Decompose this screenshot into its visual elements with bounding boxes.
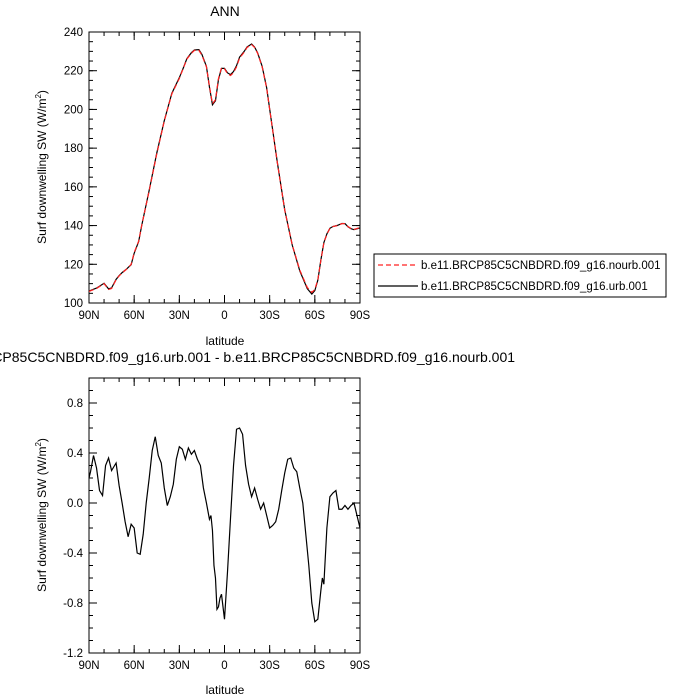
legend: b.e11.BRCP85C5CNBDRD.f09_g16.nourb.001 b…: [373, 253, 667, 298]
bottom-y-tick-labels: -1.2 -0.8 -0.4 0.0 0.4 0.8: [63, 398, 83, 660]
x-tick-label: 60S: [305, 310, 326, 322]
top-series-nourb-line: [88, 43, 361, 294]
top-panel: ANN 100 120 140 160 180 200 220 240 90N 60N 30N 0 3…: [34, 3, 667, 348]
bottom-axis-ticks: [88, 377, 361, 654]
bottom-x-tick-labels: 90N 60N 30N 0 30S 60S 90S: [78, 660, 370, 672]
top-series-urb-line: [88, 43, 361, 296]
x-tick-label: 30S: [259, 310, 280, 322]
y-tick-label: 0.8: [67, 398, 83, 410]
top-plot-frame: [88, 31, 361, 304]
x-tick-label: 60S: [305, 660, 326, 672]
x-tick-label: 90S: [350, 310, 371, 322]
top-x-tick-labels: 90N 60N 30N 0 30S 60S 90S: [78, 310, 370, 322]
legend-label-urb: b.e11.BRCP85C5CNBDRD.f09_g16.urb.001: [421, 281, 648, 293]
legend-box: [373, 253, 667, 298]
y-tick-label: -0.8: [63, 598, 83, 610]
top-axis-ticks: [88, 31, 361, 304]
x-tick-label: 60N: [124, 660, 145, 672]
bottom-chart-title: b.e11.BRCP85C5CNBDRD.f09_g16.urb.001 - b…: [0, 349, 515, 365]
y-tick-label: -0.4: [63, 548, 83, 560]
y-tick-label: 0.0: [67, 498, 83, 510]
y-tick-label: 0.4: [67, 448, 84, 460]
bottom-y-axis-label: Surf downwelling SW (W/m2): [34, 438, 49, 592]
x-tick-label: 0: [221, 310, 227, 322]
x-tick-label: 90N: [78, 310, 99, 322]
x-tick-label: 30N: [169, 310, 190, 322]
y-tick-label: 180: [64, 143, 83, 155]
x-tick-label: 0: [221, 660, 227, 672]
bottom-difference-line: [88, 427, 361, 623]
bottom-panel: b.e11.BRCP85C5CNBDRD.f09_g16.urb.001 - b…: [0, 349, 515, 697]
y-tick-label: -1.2: [63, 648, 83, 660]
top-chart-title: ANN: [210, 3, 240, 19]
x-tick-label: 30N: [169, 660, 190, 672]
top-y-axis-label: Surf downwelling SW (W/m2): [34, 90, 49, 244]
y-tick-label: 240: [64, 27, 83, 39]
x-tick-label: 60N: [124, 310, 145, 322]
top-x-axis-label: latitude: [206, 334, 245, 348]
bottom-x-axis-label: latitude: [206, 683, 245, 697]
y-tick-label: 160: [64, 182, 83, 194]
y-tick-label: 100: [64, 298, 83, 310]
x-tick-label: 30S: [259, 660, 280, 672]
y-tick-label: 220: [64, 66, 83, 78]
y-tick-label: 120: [64, 259, 83, 271]
x-tick-label: 90S: [350, 660, 371, 672]
y-tick-label: 140: [64, 221, 83, 233]
y-tick-label: 200: [64, 104, 83, 116]
x-tick-label: 90N: [78, 660, 99, 672]
top-y-tick-labels: 100 120 140 160 180 200 220 240: [64, 27, 83, 310]
legend-label-nourb: b.e11.BRCP85C5CNBDRD.f09_g16.nourb.001: [421, 260, 661, 272]
